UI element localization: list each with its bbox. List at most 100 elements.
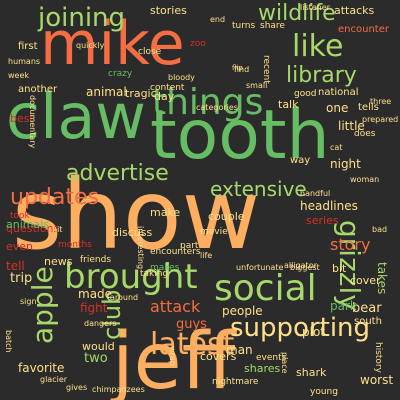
word-couple: couple <box>208 210 245 223</box>
word-one: one <box>326 101 348 115</box>
word-even: even <box>6 240 33 253</box>
word-bit: bit <box>332 262 347 275</box>
word-small: small <box>246 81 267 90</box>
word-stories: stories <box>150 4 187 17</box>
word-animals: animals <box>6 218 49 231</box>
word-listener: listener <box>300 3 331 12</box>
word-woman: woman <box>350 175 379 184</box>
word-makes: makes <box>150 263 180 273</box>
word-glacier: glacier <box>40 375 68 384</box>
word-tells: tells <box>358 102 379 113</box>
word-little: little <box>338 119 365 133</box>
word-shares: shares <box>244 362 280 375</box>
word-updates: updates <box>10 185 99 210</box>
word-does: does <box>354 129 376 139</box>
word-two: two <box>84 351 108 366</box>
word-encounters: encounters <box>150 247 201 257</box>
word-history: history <box>373 342 383 374</box>
word-encounter: encounter <box>338 24 390 35</box>
word-nightmare: nightmare <box>212 377 259 387</box>
word-park: park <box>330 299 357 313</box>
word-quickly: quickly <box>76 41 105 50</box>
word-story: story <box>330 235 370 254</box>
word-make: make <box>150 206 180 219</box>
word-crazy: crazy <box>108 69 133 79</box>
word-turns: turns <box>232 21 255 31</box>
word-first: first <box>18 41 38 52</box>
word-gives: gives <box>66 383 87 392</box>
word-tragic: tragic <box>125 87 157 100</box>
word-discuss: discuss <box>112 226 153 239</box>
word-recent: recent <box>261 55 271 84</box>
word-like: like <box>292 29 343 64</box>
word-taking: taking <box>140 269 168 279</box>
word-people: people <box>222 304 263 318</box>
word-latest: latest <box>150 327 235 362</box>
word-advertise: advertise <box>66 161 169 186</box>
word-hit: hit <box>52 225 62 234</box>
word-fight: fight <box>80 301 108 315</box>
word-categories: categories <box>196 103 238 112</box>
word-batch: batch <box>4 330 13 353</box>
word-dangers: dangers <box>84 319 117 328</box>
word-national: national <box>318 87 359 98</box>
word-young: young <box>310 387 338 397</box>
word-best: best <box>10 112 34 125</box>
word-cover: cover <box>350 274 381 287</box>
word-zoo: zoo <box>190 39 206 49</box>
word-covers: covers <box>200 350 237 363</box>
word-club: club <box>98 290 126 340</box>
word-talk: talk <box>278 98 299 111</box>
word-movie: movie <box>200 227 228 237</box>
word-show: show <box>12 159 260 271</box>
word-attack: attack <box>150 297 201 316</box>
word-attacks: attacks <box>334 4 375 17</box>
word-close: close <box>138 47 162 57</box>
word-series: series <box>306 214 339 227</box>
word-content: content <box>150 83 185 93</box>
word-humans: humans <box>8 57 40 66</box>
word-south: south <box>354 316 382 327</box>
word-apple: apple <box>26 266 59 344</box>
word-months: months <box>58 240 92 250</box>
word-shark: shark <box>296 366 327 379</box>
word-tell: tell <box>6 259 25 273</box>
word-supporting: supporting <box>230 313 370 343</box>
word-bloody: bloody <box>168 73 195 82</box>
word-part: part <box>180 241 199 251</box>
word-library: library <box>286 63 357 88</box>
word-end: end <box>210 15 225 24</box>
word-bad: bad <box>372 225 387 234</box>
word-find: find <box>234 65 249 74</box>
word-made: made <box>78 287 112 301</box>
word-wrap: wrap <box>168 346 177 366</box>
word-prepared: prepared <box>362 115 398 124</box>
word-sign: sign <box>20 297 37 306</box>
word-takes: takes <box>375 262 389 294</box>
word-extensive: extensive <box>210 177 307 201</box>
word-claw: claw <box>6 80 146 153</box>
word-around: around <box>110 293 138 302</box>
word-things: things <box>152 82 263 123</box>
word-friends: friends <box>80 255 111 265</box>
word-bear: bear <box>352 301 382 316</box>
word-jeff: jeff <box>110 317 238 400</box>
word-interesting: interesting <box>136 226 145 269</box>
word-chimpanzees: chimpanzees <box>92 385 145 394</box>
word-unfortunate: unfortunate <box>236 263 283 272</box>
word-way: way <box>290 155 310 166</box>
word-trip: trip <box>10 271 32 286</box>
word-handful: handful <box>300 189 330 198</box>
word-night: night <box>330 157 361 171</box>
word-events: events <box>256 353 287 363</box>
word-questions: questions <box>6 222 60 235</box>
word-worst: worst <box>360 373 393 387</box>
word-brought: brought <box>64 257 198 297</box>
word-would: would <box>82 340 115 353</box>
word-headlines: headlines <box>300 199 358 213</box>
word-another: another <box>18 84 58 95</box>
word-tooth: tooth <box>150 96 330 175</box>
